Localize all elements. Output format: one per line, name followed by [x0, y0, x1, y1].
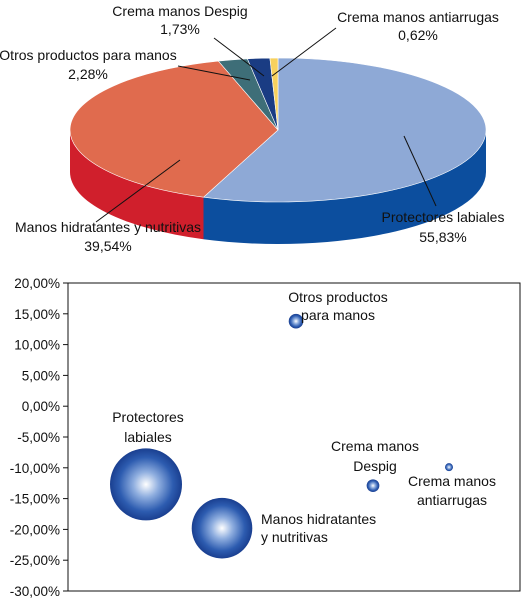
bubble-label-crema-manos-antiarrugas: antiarrugas — [417, 492, 487, 508]
bubble-label-protectores-labiales: labiales — [124, 429, 171, 445]
y-tick-label: -5,00% — [17, 430, 60, 445]
y-tick-label: 15,00% — [14, 307, 60, 322]
pie-value-crema-manos-antiarrugas: 0,62% — [398, 27, 438, 43]
pie-slice-protectores-labiales — [202, 57, 487, 203]
pie-side-manos-hidratantes-y-nutritivas — [70, 130, 204, 240]
y-tick-label: -20,00% — [10, 522, 60, 537]
bubble-label-crema-manos-despig: Crema manos — [331, 438, 419, 454]
bubble-otros-productos-para-manos — [288, 313, 304, 329]
y-tick-label: 5,00% — [22, 368, 60, 383]
y-tick-label: -25,00% — [10, 553, 60, 568]
bubble-crema-manos-antiarrugas — [445, 463, 453, 472]
pie-leader-manos-hidratantes-y-nutritivas — [95, 159, 181, 223]
bubble-y-axis: 20,00% 15,00% 10,00% 5,00% 0,00% -5,00% -10,00… — [10, 276, 68, 599]
pie-label-protectores-labiales: Protectores labiales — [382, 209, 505, 225]
bubble-label-protectores-labiales: Protectores — [112, 409, 184, 425]
bubble-label-crema-manos-despig: Despig — [353, 458, 397, 474]
pie-label-manos-hidratantes-y-nutritivas: Manos hidratantes y nutritivas — [15, 219, 201, 235]
bubble-label-otros-productos-para-manos: Otros productos — [288, 289, 388, 305]
bubble-protectores-labiales — [110, 448, 182, 521]
pie-top-faces — [69, 57, 487, 203]
y-tick-label: 20,00% — [14, 276, 60, 291]
pie-label-crema-manos-antiarrugas: Crema manos antiarrugas — [337, 9, 499, 25]
bubble-label-otros-productos-para-manos: para manos — [301, 307, 375, 323]
pie-leader-otros-productos-para-manos — [177, 65, 251, 81]
pie-leader-crema-manos-antiarrugas — [271, 27, 337, 77]
pie-value-otros-productos-para-manos: 2,28% — [68, 66, 108, 82]
bubble-manos-hidratantes-y-nutritivas — [191, 497, 253, 559]
bubble-chart: 20,00% 15,00% 10,00% 5,00% 0,00% -5,00% -10,00… — [10, 276, 521, 599]
pie-value-crema-manos-despig: 1,73% — [160, 21, 200, 37]
bubble-crema-manos-despig — [366, 479, 380, 493]
bubble-label-manos-hidratantes-y-nutritivas: Manos hidratantes — [261, 511, 376, 527]
bubble-points: Protectores labiales Manos hidratantes y nu… — [110, 289, 496, 559]
y-tick-label: -15,00% — [10, 492, 60, 507]
y-tick-label: 0,00% — [22, 399, 60, 414]
pie-leader-protectores-labiales — [403, 135, 437, 207]
pie-slice-manos-hidratantes-y-nutritivas — [69, 60, 279, 198]
pie-slice-crema-manos-antiarrugas — [269, 57, 279, 131]
pie-leader-crema-manos-despig — [213, 37, 265, 77]
pie-labels: Protectores labiales 55,83% Manos hidratan… — [0, 3, 504, 254]
bubble-label-manos-hidratantes-y-nutritivas: y nutritivas — [261, 529, 328, 545]
y-tick-label: -10,00% — [10, 461, 60, 476]
pie-value-protectores-labiales: 55,83% — [419, 229, 466, 245]
bubble-label-crema-manos-antiarrugas: Crema manos — [408, 473, 496, 489]
y-tick-label: -30,00% — [10, 584, 60, 599]
y-tick-label: 10,00% — [14, 338, 60, 353]
pie-value-manos-hidratantes-y-nutritivas: 39,54% — [84, 238, 131, 254]
pie-side-protectores-labiales — [203, 130, 487, 245]
pie-label-otros-productos-para-manos: Otros productos para manos — [0, 47, 177, 63]
pie-label-crema-manos-despig: Crema manos Despig — [112, 3, 247, 19]
pie-chart: Protectores labiales 55,83% Manos hidratan… — [0, 3, 504, 254]
pie-side-walls — [70, 130, 487, 245]
